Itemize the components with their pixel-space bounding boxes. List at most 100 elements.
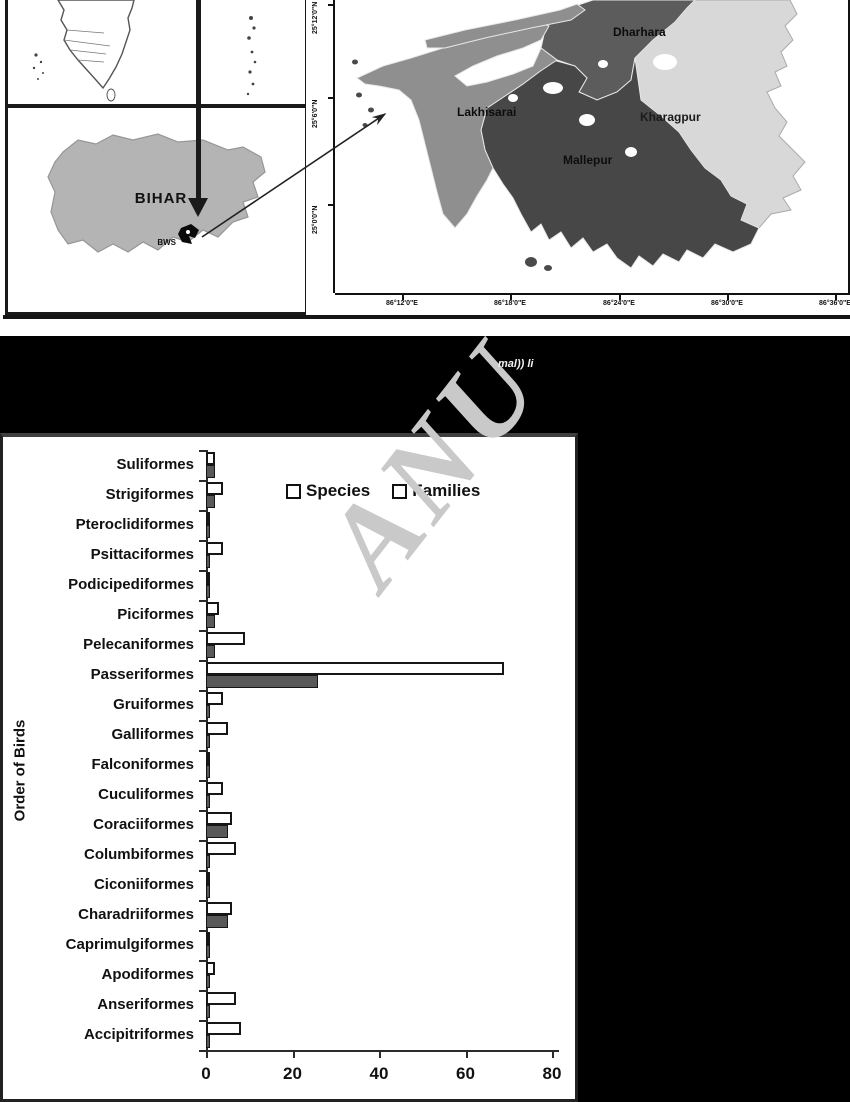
category-label: Accipitriformes (83, 1026, 194, 1043)
families-bar (206, 555, 210, 568)
species-bar (206, 872, 210, 885)
species-bar (206, 992, 236, 1005)
families-bar (206, 975, 210, 988)
chart-x-axis-line (199, 1050, 559, 1052)
bws-site-label: BWS (157, 238, 176, 247)
category-tick-mark (199, 870, 206, 872)
category-tick-mark (199, 750, 206, 752)
chart-y-axis-line (206, 450, 208, 1052)
sanctuary-map-box: Dharhara Lakhisarai Kharagpur Mallepur 8… (333, 0, 850, 307)
species-bar (206, 602, 219, 615)
category-label: Pelecaniformes (83, 636, 194, 653)
india-map-panel (8, 0, 305, 104)
category-label: Pteroclidiformes (75, 516, 194, 533)
category-label: Cuculiformes (98, 786, 194, 803)
families-bar (206, 705, 210, 718)
region-label-lakhisarai: Lakhisarai (457, 105, 517, 119)
species-bar (206, 842, 236, 855)
species-bar (206, 632, 245, 645)
legend-item-species: Species (286, 481, 370, 501)
families-bar (206, 645, 215, 658)
category-tick-mark (199, 480, 206, 482)
families-bar (206, 1035, 210, 1048)
figure-frame-bottom-line (3, 315, 850, 319)
families-bar (206, 795, 210, 808)
lat-tick-label: 25°6'0"N (312, 99, 319, 128)
category-label: Passeriformes (90, 666, 194, 683)
families-bar (206, 585, 210, 598)
species-bar (206, 782, 223, 795)
map-right-border (848, 0, 850, 293)
category-label: Suliformes (116, 456, 194, 473)
region-label-kharagpur: Kharagpur (640, 110, 701, 124)
species-bar (206, 662, 504, 675)
families-bar (206, 825, 228, 838)
region-mallepur-shape (480, 57, 760, 269)
category-label: Ciconiiformes (93, 876, 194, 893)
lat-tick-label: 25°12'0"N (312, 1, 319, 34)
bihar-state-map (47, 133, 266, 253)
families-bar (206, 915, 228, 928)
species-swatch-icon (286, 483, 301, 499)
lon-tick-mark (510, 295, 512, 300)
families-bar (206, 735, 210, 748)
category-tick-mark (199, 1020, 206, 1022)
redacted-text-block (0, 336, 850, 433)
category-tick-mark (199, 630, 206, 632)
lon-tick-label: 86°36'0"E (819, 300, 850, 307)
latitude-axis-strip: 25°12'0"N 25°6'0"N 25°0'0"N (306, 0, 334, 318)
bihar-map-panel (8, 108, 305, 312)
category-label: Falconiformes (91, 756, 194, 773)
lon-tick-label: 86°30'0"E (711, 300, 743, 307)
families-bar (206, 945, 210, 958)
lon-tick-label: 86°24'0"E (603, 300, 635, 307)
region-label-dharhara: Dharhara (613, 25, 666, 39)
category-label: Apodiformes (101, 966, 194, 983)
india-to-bihar-arrow-shaft (196, 0, 201, 200)
families-bar (206, 855, 210, 868)
species-bar (206, 452, 215, 465)
x-axis-tick-label: 60 (456, 1064, 475, 1083)
families-bar (206, 1005, 210, 1018)
families-bar (206, 885, 210, 898)
category-tick-mark (199, 900, 206, 902)
lat-tick-mark (328, 97, 334, 99)
lon-tick-label: 86°12'0"E (386, 300, 418, 307)
legend-item-families: Families (392, 481, 480, 501)
lakshadweep-islands (32, 53, 44, 80)
x-axis-tick-label: 20 (283, 1064, 302, 1083)
category-label: Strigiformes (105, 486, 194, 503)
bihar-state-label: BIHAR (134, 190, 188, 207)
species-bar (206, 812, 232, 825)
category-label: Psittaciformes (90, 546, 194, 563)
species-bar (206, 572, 210, 585)
species-bar (206, 962, 215, 975)
families-bar (206, 465, 215, 478)
andaman-islands (246, 16, 257, 96)
category-label: Coraciiformes (93, 816, 194, 833)
sanctuary-regions-map (352, 0, 806, 271)
category-tick-mark (199, 660, 206, 662)
category-tick-mark (199, 540, 206, 542)
species-bar (206, 932, 210, 945)
category-tick-mark (199, 990, 206, 992)
study-area-map-figure: BIHAR BWS 25°12'0"N 25°6'0"N 25°0'0"N (0, 0, 850, 336)
legend-label-species: Species (306, 481, 371, 500)
visible-text-fragment: mal)) li (498, 358, 534, 370)
category-tick-mark (199, 960, 206, 962)
x-axis-tick-mark (206, 1052, 208, 1058)
panel-divider-line (8, 104, 305, 108)
species-bar (206, 722, 228, 735)
families-bar (206, 675, 318, 688)
species-bar (206, 692, 223, 705)
category-tick-mark (199, 1050, 206, 1052)
x-axis-tick-mark (379, 1052, 381, 1058)
category-tick-mark (199, 690, 206, 692)
lon-tick-mark (835, 295, 837, 300)
category-label: Podicipediformes (68, 576, 194, 593)
x-axis-tick-mark (292, 1052, 295, 1058)
india-outline-map (32, 0, 257, 102)
northwest-strip-shape (424, 3, 586, 49)
families-bar (206, 765, 210, 778)
lake-enclaves (508, 54, 677, 157)
